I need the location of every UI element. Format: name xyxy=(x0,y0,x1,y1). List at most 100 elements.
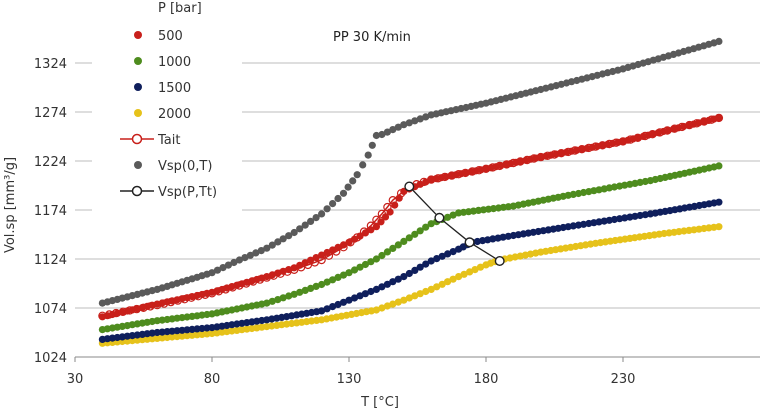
y-tick-label: 1274 xyxy=(34,106,67,121)
data-point xyxy=(383,248,391,256)
tait-point xyxy=(359,227,369,236)
transition-point xyxy=(464,237,475,248)
data-point xyxy=(438,280,446,288)
tait-point xyxy=(626,135,635,144)
data-point xyxy=(364,151,372,159)
data-point xyxy=(323,305,331,313)
legend-item-p1500: 1500 xyxy=(134,81,191,96)
legend-marker xyxy=(134,83,142,91)
data-point xyxy=(394,298,402,306)
data-point xyxy=(416,290,424,298)
legend-marker xyxy=(131,185,143,197)
legend-label: Vsp(0,T) xyxy=(158,159,212,174)
legend-title: P [bar] xyxy=(158,1,202,16)
y-tick-label: 1024 xyxy=(34,351,67,366)
data-point xyxy=(268,297,276,305)
data-point xyxy=(285,232,293,240)
data-point xyxy=(339,189,348,197)
data-point xyxy=(372,306,380,314)
data-point xyxy=(389,300,397,308)
data-point xyxy=(383,302,391,310)
data-point xyxy=(367,287,375,296)
data-point xyxy=(296,288,304,296)
data-point xyxy=(715,162,723,170)
data-point xyxy=(427,257,435,265)
data-point xyxy=(377,218,385,226)
data-point xyxy=(372,285,380,293)
axes: 1024 1074 1124 1174 1224 1274 1324 30 80 130 180 23… xyxy=(34,57,760,387)
tait-point xyxy=(317,255,326,265)
series-tait xyxy=(98,113,724,320)
data-point xyxy=(378,251,386,260)
data-point xyxy=(394,241,402,249)
data-point xyxy=(416,263,424,271)
data-point xyxy=(230,258,238,267)
data-point xyxy=(422,223,430,231)
data-point xyxy=(219,264,227,272)
y-tick-label: 1124 xyxy=(34,253,67,268)
tait-point xyxy=(377,209,387,219)
transition-point xyxy=(494,256,505,267)
data-point xyxy=(427,285,435,293)
data-point xyxy=(416,115,424,123)
transition-point xyxy=(404,181,415,192)
legend-label: 500 xyxy=(158,29,183,44)
tait-point xyxy=(366,221,376,230)
tait-point xyxy=(353,233,362,242)
data-point xyxy=(400,273,408,281)
legend-label: Tait xyxy=(157,133,180,148)
data-point xyxy=(405,269,413,278)
tait-point xyxy=(640,131,650,141)
data-point xyxy=(433,255,441,263)
data-point xyxy=(411,230,419,238)
data-point xyxy=(345,296,353,304)
legend-item-p2000: 2000 xyxy=(134,107,191,122)
data-point xyxy=(329,276,337,284)
data-point xyxy=(257,247,265,255)
tait-point xyxy=(332,247,341,256)
data-point xyxy=(394,123,402,131)
data-point xyxy=(318,307,326,315)
tait-point xyxy=(685,120,694,130)
tait-point xyxy=(655,128,665,137)
data-point xyxy=(350,294,359,302)
data-point xyxy=(246,251,254,259)
data-point xyxy=(339,271,348,279)
data-point xyxy=(290,290,298,298)
data-point xyxy=(301,286,309,294)
y-tick-label: 1324 xyxy=(34,57,67,72)
data-point xyxy=(389,278,397,286)
data-point xyxy=(444,278,452,286)
tait-point xyxy=(324,251,334,260)
legend-background xyxy=(92,0,242,214)
data-point xyxy=(356,292,364,300)
series-p1500 xyxy=(98,198,723,343)
data-point xyxy=(411,117,419,125)
data-point xyxy=(368,141,376,149)
data-point xyxy=(438,252,446,260)
legend-item-p500: 500 xyxy=(134,29,183,44)
data-point xyxy=(405,294,413,302)
data-point xyxy=(411,292,419,300)
data-point xyxy=(274,296,282,304)
tait-point xyxy=(714,113,724,123)
data-point xyxy=(383,280,391,288)
data-point xyxy=(285,292,293,300)
legend-item-p1000: 1000 xyxy=(134,55,191,70)
tait-point xyxy=(419,177,429,187)
data-point xyxy=(715,37,723,46)
series-p2000 xyxy=(98,223,723,347)
data-point xyxy=(323,278,331,286)
series-layer xyxy=(98,37,724,347)
tait-point xyxy=(699,117,709,126)
data-point xyxy=(444,250,452,258)
data-point xyxy=(449,275,457,283)
data-point xyxy=(378,283,386,291)
tait-point xyxy=(670,124,679,133)
data-point xyxy=(301,221,309,229)
data-point xyxy=(279,235,287,243)
data-point xyxy=(334,194,342,203)
transition-line xyxy=(408,186,501,262)
data-point xyxy=(356,263,364,271)
data-point xyxy=(416,227,424,235)
